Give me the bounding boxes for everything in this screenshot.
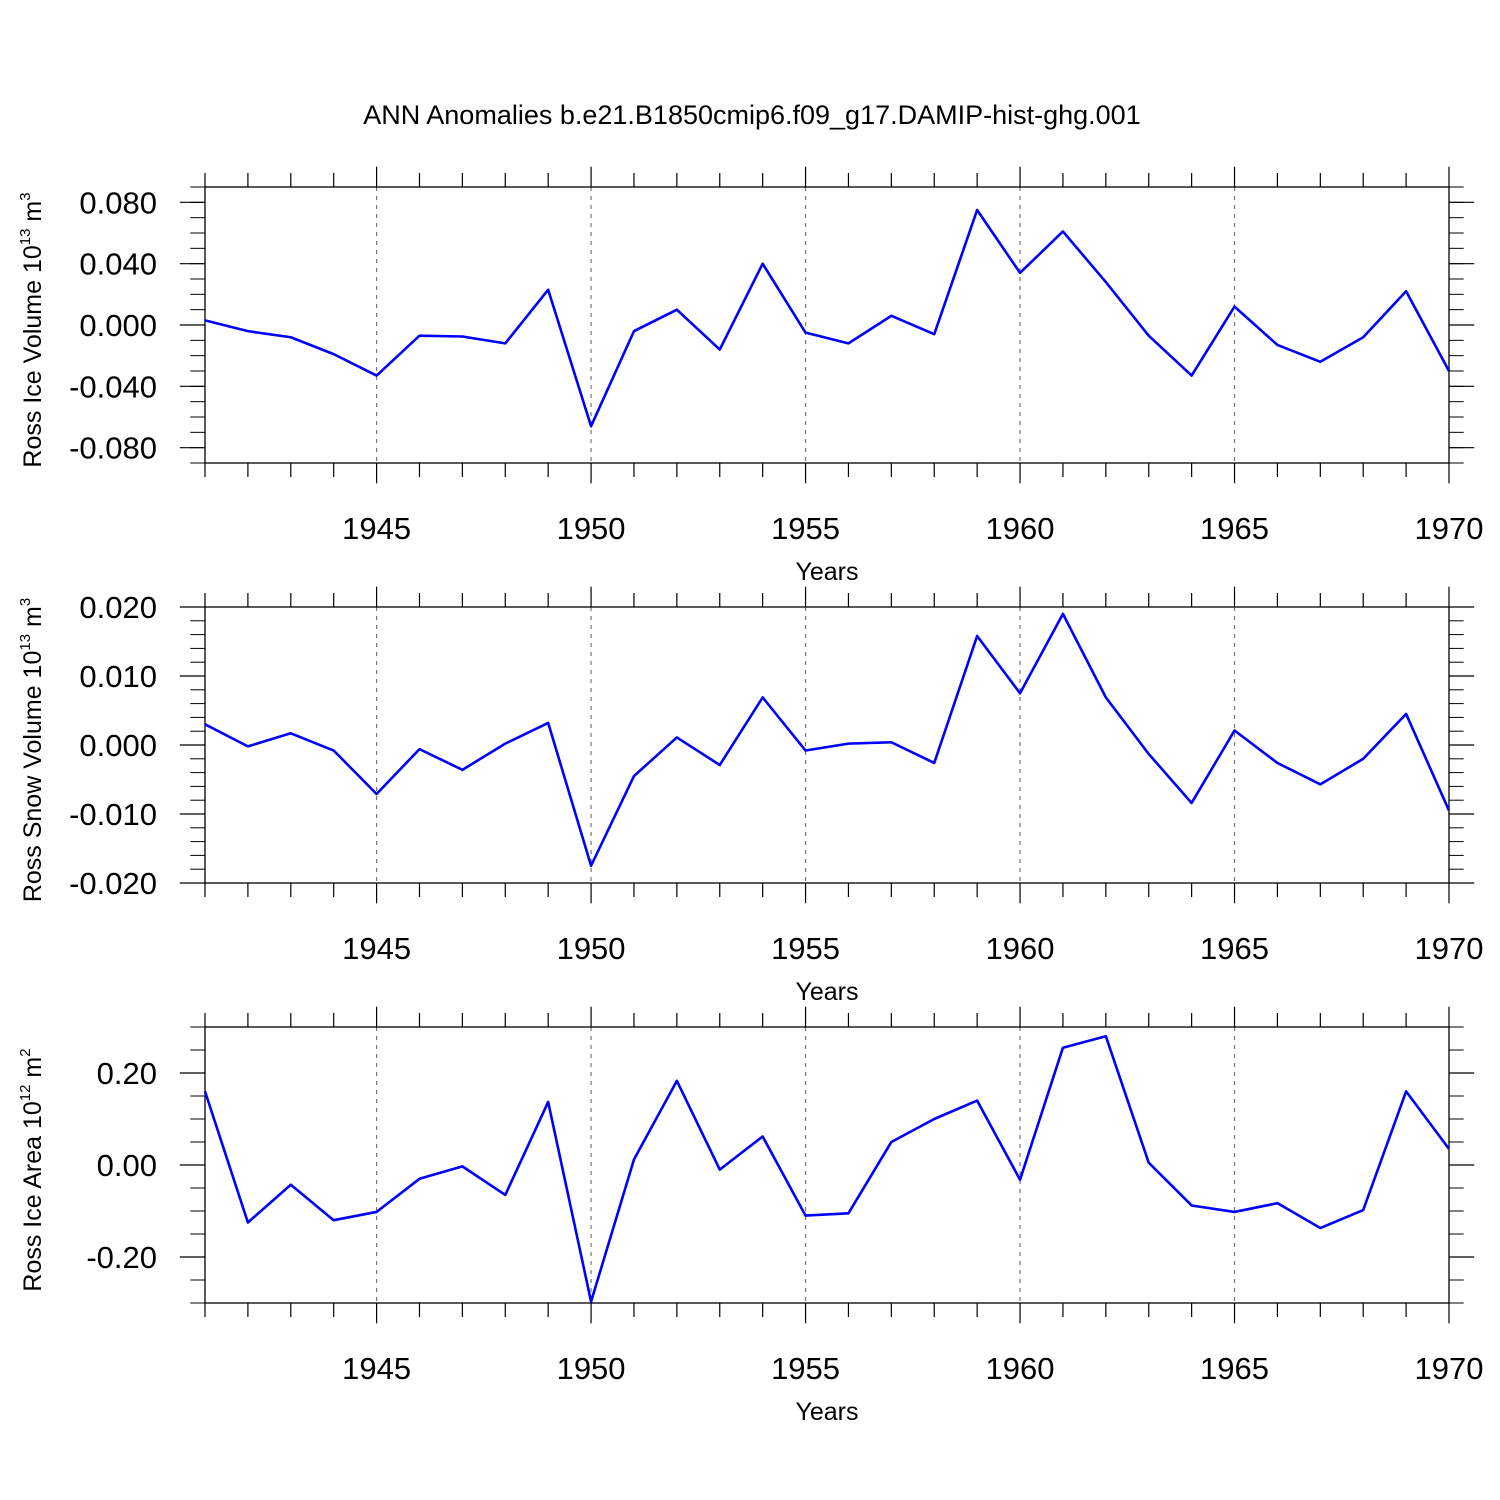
- x-axis-title: Years: [795, 978, 858, 1006]
- y-axis-title: Ross Ice Area 1012 m2: [17, 1048, 47, 1291]
- x-tick-label-1945: 1945: [342, 1351, 411, 1386]
- x-tick-label-1950: 1950: [557, 511, 626, 546]
- y-tick-label: -0.020: [69, 866, 157, 901]
- y-tick-label: -0.040: [69, 369, 157, 404]
- y-tick-label: 0.020: [79, 590, 157, 625]
- y-tick-label: -0.010: [69, 797, 157, 832]
- x-tick-label-1965: 1965: [1200, 511, 1269, 546]
- y-tick-label: -0.080: [69, 431, 157, 466]
- y-tick-label: 0.010: [79, 659, 157, 694]
- plot-frame: [204, 606, 1450, 884]
- x-tick-label-1955: 1955: [771, 511, 840, 546]
- y-tick-label: 0.040: [79, 247, 157, 282]
- x-tick-label-1945: 1945: [342, 931, 411, 966]
- x-tick-label-1965: 1965: [1200, 931, 1269, 966]
- x-axis-title: Years: [795, 558, 858, 586]
- y-axis-title: Ross Ice Volume 1013 m3: [17, 192, 47, 467]
- x-tick-label-1955: 1955: [771, 931, 840, 966]
- x-tick-label-1950: 1950: [557, 1351, 626, 1386]
- plot-frame: [204, 1026, 1450, 1304]
- panel-snow-volume: 0.020 0.010 0.000 -0.010 -0.020 1945 1950 1955 1…: [17, 586, 1484, 1006]
- x-tick-label-1955: 1955: [771, 1351, 840, 1386]
- series-line-snow-volume: [204, 612, 1451, 868]
- y-tick-label: 0.20: [97, 1056, 157, 1091]
- x-tick-label-1960: 1960: [986, 931, 1055, 966]
- plot-frame: [204, 186, 1450, 464]
- panel-ice-volume: 0.080 0.040 0.000 -0.040 -0.080 1945 1950 1955 1…: [17, 166, 1484, 586]
- y-axis-title: Ross Snow Volume 1013 m3: [17, 598, 47, 902]
- x-tick-label-1950: 1950: [557, 931, 626, 966]
- y-tick-label: 0.080: [79, 185, 157, 220]
- x-axis-title: Years: [795, 1398, 858, 1426]
- x-tick-label-1945: 1945: [342, 511, 411, 546]
- y-tick-label: -0.20: [86, 1240, 157, 1275]
- x-tick-label-1965: 1965: [1200, 1351, 1269, 1386]
- x-tick-label-1960: 1960: [986, 511, 1055, 546]
- y-tick-label: 0.000: [79, 728, 157, 763]
- y-tick-label: 0.000: [79, 308, 157, 343]
- y-tick-label: 0.00: [97, 1148, 157, 1183]
- series-line-ice-area: [203, 1034, 1451, 1303]
- x-tick-label-1970: 1970: [1415, 511, 1484, 546]
- x-tick-label-1970: 1970: [1415, 931, 1484, 966]
- x-tick-label-1960: 1960: [986, 1351, 1055, 1386]
- panel-ice-area: 0.20 0.00 -0.20 1945 1950 1955 1960 1965 1970 Yea…: [17, 1006, 1484, 1426]
- chart-title: ANN Anomalies b.e21.B1850cmip6.f09_g17.D…: [363, 100, 1140, 130]
- panels-container: 0.080 0.040 0.000 -0.040 -0.080 1945 1950 1955 1…: [17, 166, 1484, 1426]
- series-line-ice-volume: [204, 208, 1451, 428]
- x-tick-label-1970: 1970: [1415, 1351, 1484, 1386]
